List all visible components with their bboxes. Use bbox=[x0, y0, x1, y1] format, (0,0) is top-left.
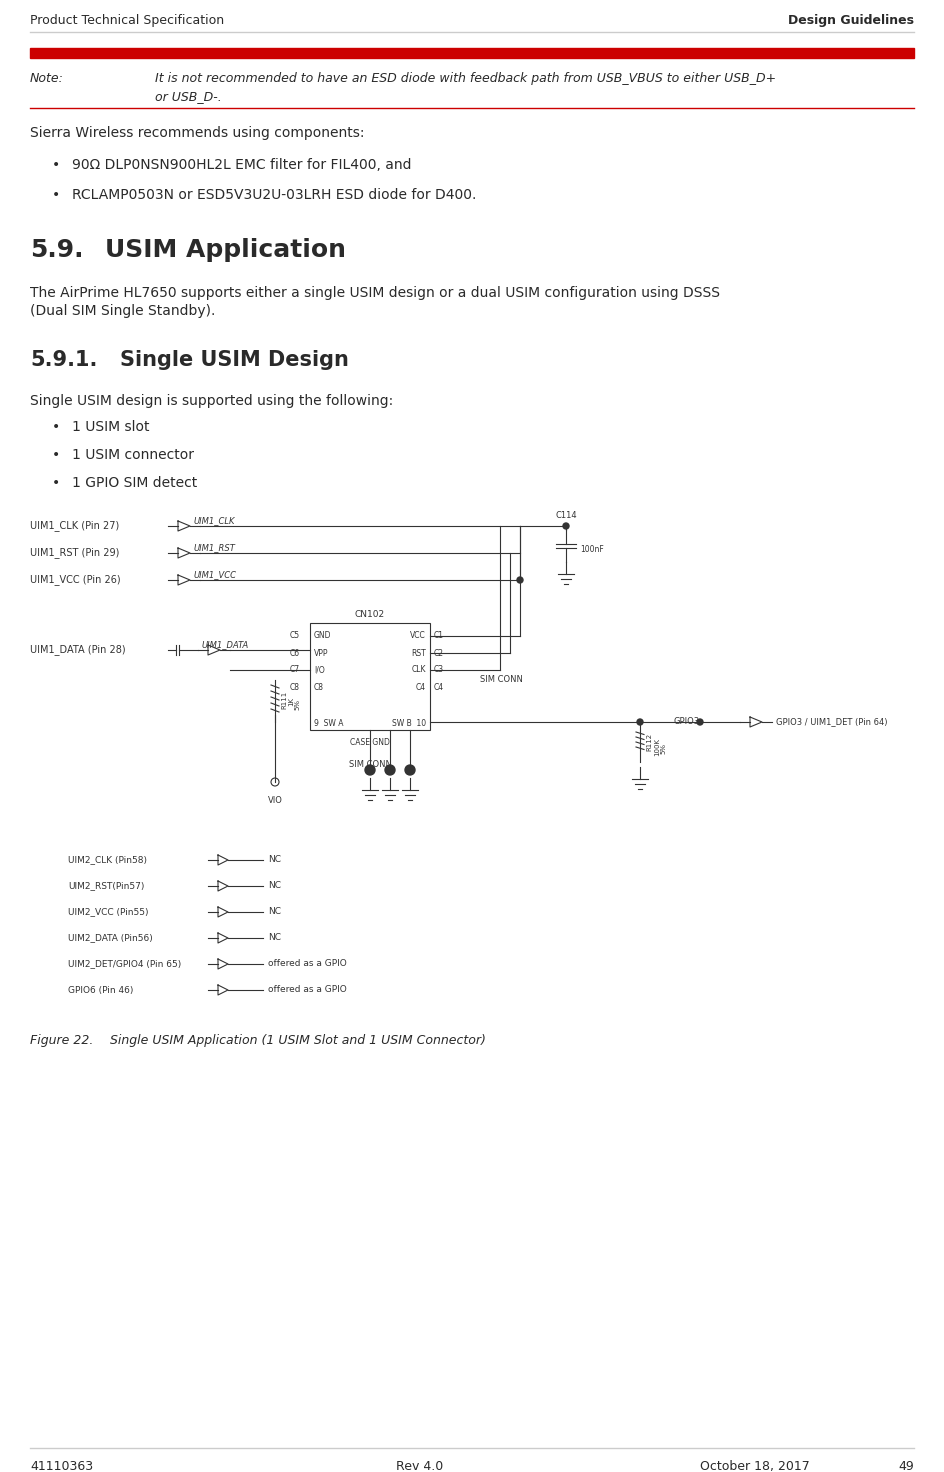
Text: GND: GND bbox=[314, 631, 331, 640]
Text: C8: C8 bbox=[290, 683, 300, 692]
Text: UIM2_VCC (Pin55): UIM2_VCC (Pin55) bbox=[68, 908, 148, 917]
Text: C5: C5 bbox=[290, 631, 300, 640]
Text: •: • bbox=[52, 420, 60, 434]
Bar bbox=[30, 49, 914, 57]
Circle shape bbox=[637, 718, 643, 726]
Text: 100K: 100K bbox=[654, 737, 660, 757]
Text: •: • bbox=[52, 188, 60, 202]
Circle shape bbox=[697, 718, 703, 726]
Text: It is not recommended to have an ESD diode with feedback path from USB_VBUS to e: It is not recommended to have an ESD dio… bbox=[155, 72, 776, 85]
Text: •: • bbox=[52, 158, 60, 172]
Circle shape bbox=[271, 779, 279, 786]
Text: UIM1_CLK: UIM1_CLK bbox=[194, 517, 235, 526]
Text: CLK: CLK bbox=[412, 665, 426, 674]
Text: VIO: VIO bbox=[267, 796, 282, 805]
Text: 1 USIM connector: 1 USIM connector bbox=[72, 447, 194, 462]
Circle shape bbox=[517, 577, 523, 583]
Circle shape bbox=[385, 765, 395, 774]
Text: CASE GND: CASE GND bbox=[350, 737, 390, 746]
Text: •: • bbox=[52, 475, 60, 490]
Text: NC: NC bbox=[268, 933, 281, 942]
Text: C114: C114 bbox=[555, 511, 577, 520]
Text: 5.9.: 5.9. bbox=[30, 238, 83, 262]
Text: October 18, 2017: October 18, 2017 bbox=[700, 1460, 810, 1472]
Text: offered as a GPIO: offered as a GPIO bbox=[268, 985, 346, 995]
Text: C7: C7 bbox=[290, 665, 300, 674]
Text: CN102: CN102 bbox=[355, 609, 385, 620]
Text: UIM1_RST (Pin 29): UIM1_RST (Pin 29) bbox=[30, 548, 119, 558]
Text: Single USIM Application (1 USIM Slot and 1 USIM Connector): Single USIM Application (1 USIM Slot and… bbox=[110, 1033, 486, 1047]
Circle shape bbox=[365, 765, 375, 774]
Text: UIM1_VCC (Pin 26): UIM1_VCC (Pin 26) bbox=[30, 574, 121, 586]
Text: C1: C1 bbox=[434, 631, 444, 640]
Text: Rev 4.0: Rev 4.0 bbox=[396, 1460, 444, 1472]
Text: UIM1_DATA: UIM1_DATA bbox=[202, 640, 249, 649]
Text: 90Ω DLP0NSN900HL2L EMC filter for FIL400, and: 90Ω DLP0NSN900HL2L EMC filter for FIL400… bbox=[72, 158, 412, 172]
Text: 49: 49 bbox=[899, 1460, 914, 1472]
Text: Product Technical Specification: Product Technical Specification bbox=[30, 15, 224, 26]
Text: offered as a GPIO: offered as a GPIO bbox=[268, 960, 346, 969]
Text: VPP: VPP bbox=[314, 649, 329, 658]
Text: Design Guidelines: Design Guidelines bbox=[788, 15, 914, 26]
Text: 41110363: 41110363 bbox=[30, 1460, 93, 1472]
Text: UIM2_DATA (Pin56): UIM2_DATA (Pin56) bbox=[68, 933, 153, 942]
Text: R111: R111 bbox=[281, 690, 287, 710]
Text: UIM2_CLK (Pin58): UIM2_CLK (Pin58) bbox=[68, 855, 147, 864]
Text: 1 GPIO SIM detect: 1 GPIO SIM detect bbox=[72, 475, 197, 490]
Text: NC: NC bbox=[268, 855, 281, 864]
Text: Single USIM Design: Single USIM Design bbox=[120, 350, 349, 369]
Text: 5%: 5% bbox=[660, 743, 666, 755]
Text: GPIO6 (Pin 46): GPIO6 (Pin 46) bbox=[68, 985, 133, 995]
Text: 1K: 1K bbox=[288, 698, 294, 707]
Text: UIM1_CLK (Pin 27): UIM1_CLK (Pin 27) bbox=[30, 521, 119, 531]
Circle shape bbox=[563, 523, 569, 528]
Text: or USB_D-.: or USB_D-. bbox=[155, 90, 222, 103]
Circle shape bbox=[405, 765, 415, 774]
Text: USIM Application: USIM Application bbox=[105, 238, 346, 262]
Text: UIM1_DATA (Pin 28): UIM1_DATA (Pin 28) bbox=[30, 645, 126, 655]
Text: C6: C6 bbox=[290, 649, 300, 658]
Text: VCC: VCC bbox=[411, 631, 426, 640]
Text: RST: RST bbox=[412, 649, 426, 658]
Text: NC: NC bbox=[268, 908, 281, 917]
Text: 5.9.1.: 5.9.1. bbox=[30, 350, 97, 369]
Text: SW B  10: SW B 10 bbox=[392, 720, 426, 729]
Text: 1 USIM slot: 1 USIM slot bbox=[72, 420, 149, 434]
Text: RCLAMP0503N or ESD5V3U2U-03LRH ESD diode for D400.: RCLAMP0503N or ESD5V3U2U-03LRH ESD diode… bbox=[72, 188, 477, 202]
Text: UIM2_DET/GPIO4 (Pin 65): UIM2_DET/GPIO4 (Pin 65) bbox=[68, 960, 181, 969]
Text: GPIO3 / UIM1_DET (Pin 64): GPIO3 / UIM1_DET (Pin 64) bbox=[776, 717, 887, 727]
Text: •: • bbox=[52, 447, 60, 462]
Text: SIM CONN: SIM CONN bbox=[480, 676, 523, 684]
Text: C8: C8 bbox=[314, 683, 324, 692]
Text: SIM CONN: SIM CONN bbox=[348, 760, 392, 768]
Text: NC: NC bbox=[268, 882, 281, 891]
Text: C3: C3 bbox=[434, 665, 444, 674]
Bar bbox=[310, 623, 430, 730]
Text: Sierra Wireless recommends using components:: Sierra Wireless recommends using compone… bbox=[30, 127, 364, 140]
Text: GPIO3: GPIO3 bbox=[674, 717, 700, 727]
Text: Figure 22.: Figure 22. bbox=[30, 1033, 93, 1047]
Text: Note:: Note: bbox=[30, 72, 64, 85]
Text: 5%: 5% bbox=[294, 699, 300, 710]
Text: 9  SW A: 9 SW A bbox=[314, 720, 344, 729]
Text: The AirPrime HL7650 supports either a single USIM design or a dual USIM configur: The AirPrime HL7650 supports either a si… bbox=[30, 286, 720, 300]
Text: C4: C4 bbox=[434, 683, 444, 692]
Text: UIM2_RST(Pin57): UIM2_RST(Pin57) bbox=[68, 882, 144, 891]
Text: I/O: I/O bbox=[314, 665, 325, 674]
Text: (Dual SIM Single Standby).: (Dual SIM Single Standby). bbox=[30, 305, 215, 318]
Text: C4: C4 bbox=[416, 683, 426, 692]
Text: UIM1_RST: UIM1_RST bbox=[194, 543, 236, 552]
Text: C2: C2 bbox=[434, 649, 444, 658]
Text: UIM1_VCC: UIM1_VCC bbox=[194, 570, 237, 578]
Text: 100nF: 100nF bbox=[580, 546, 604, 555]
Text: Single USIM design is supported using the following:: Single USIM design is supported using th… bbox=[30, 394, 394, 408]
Text: R112: R112 bbox=[646, 733, 652, 751]
